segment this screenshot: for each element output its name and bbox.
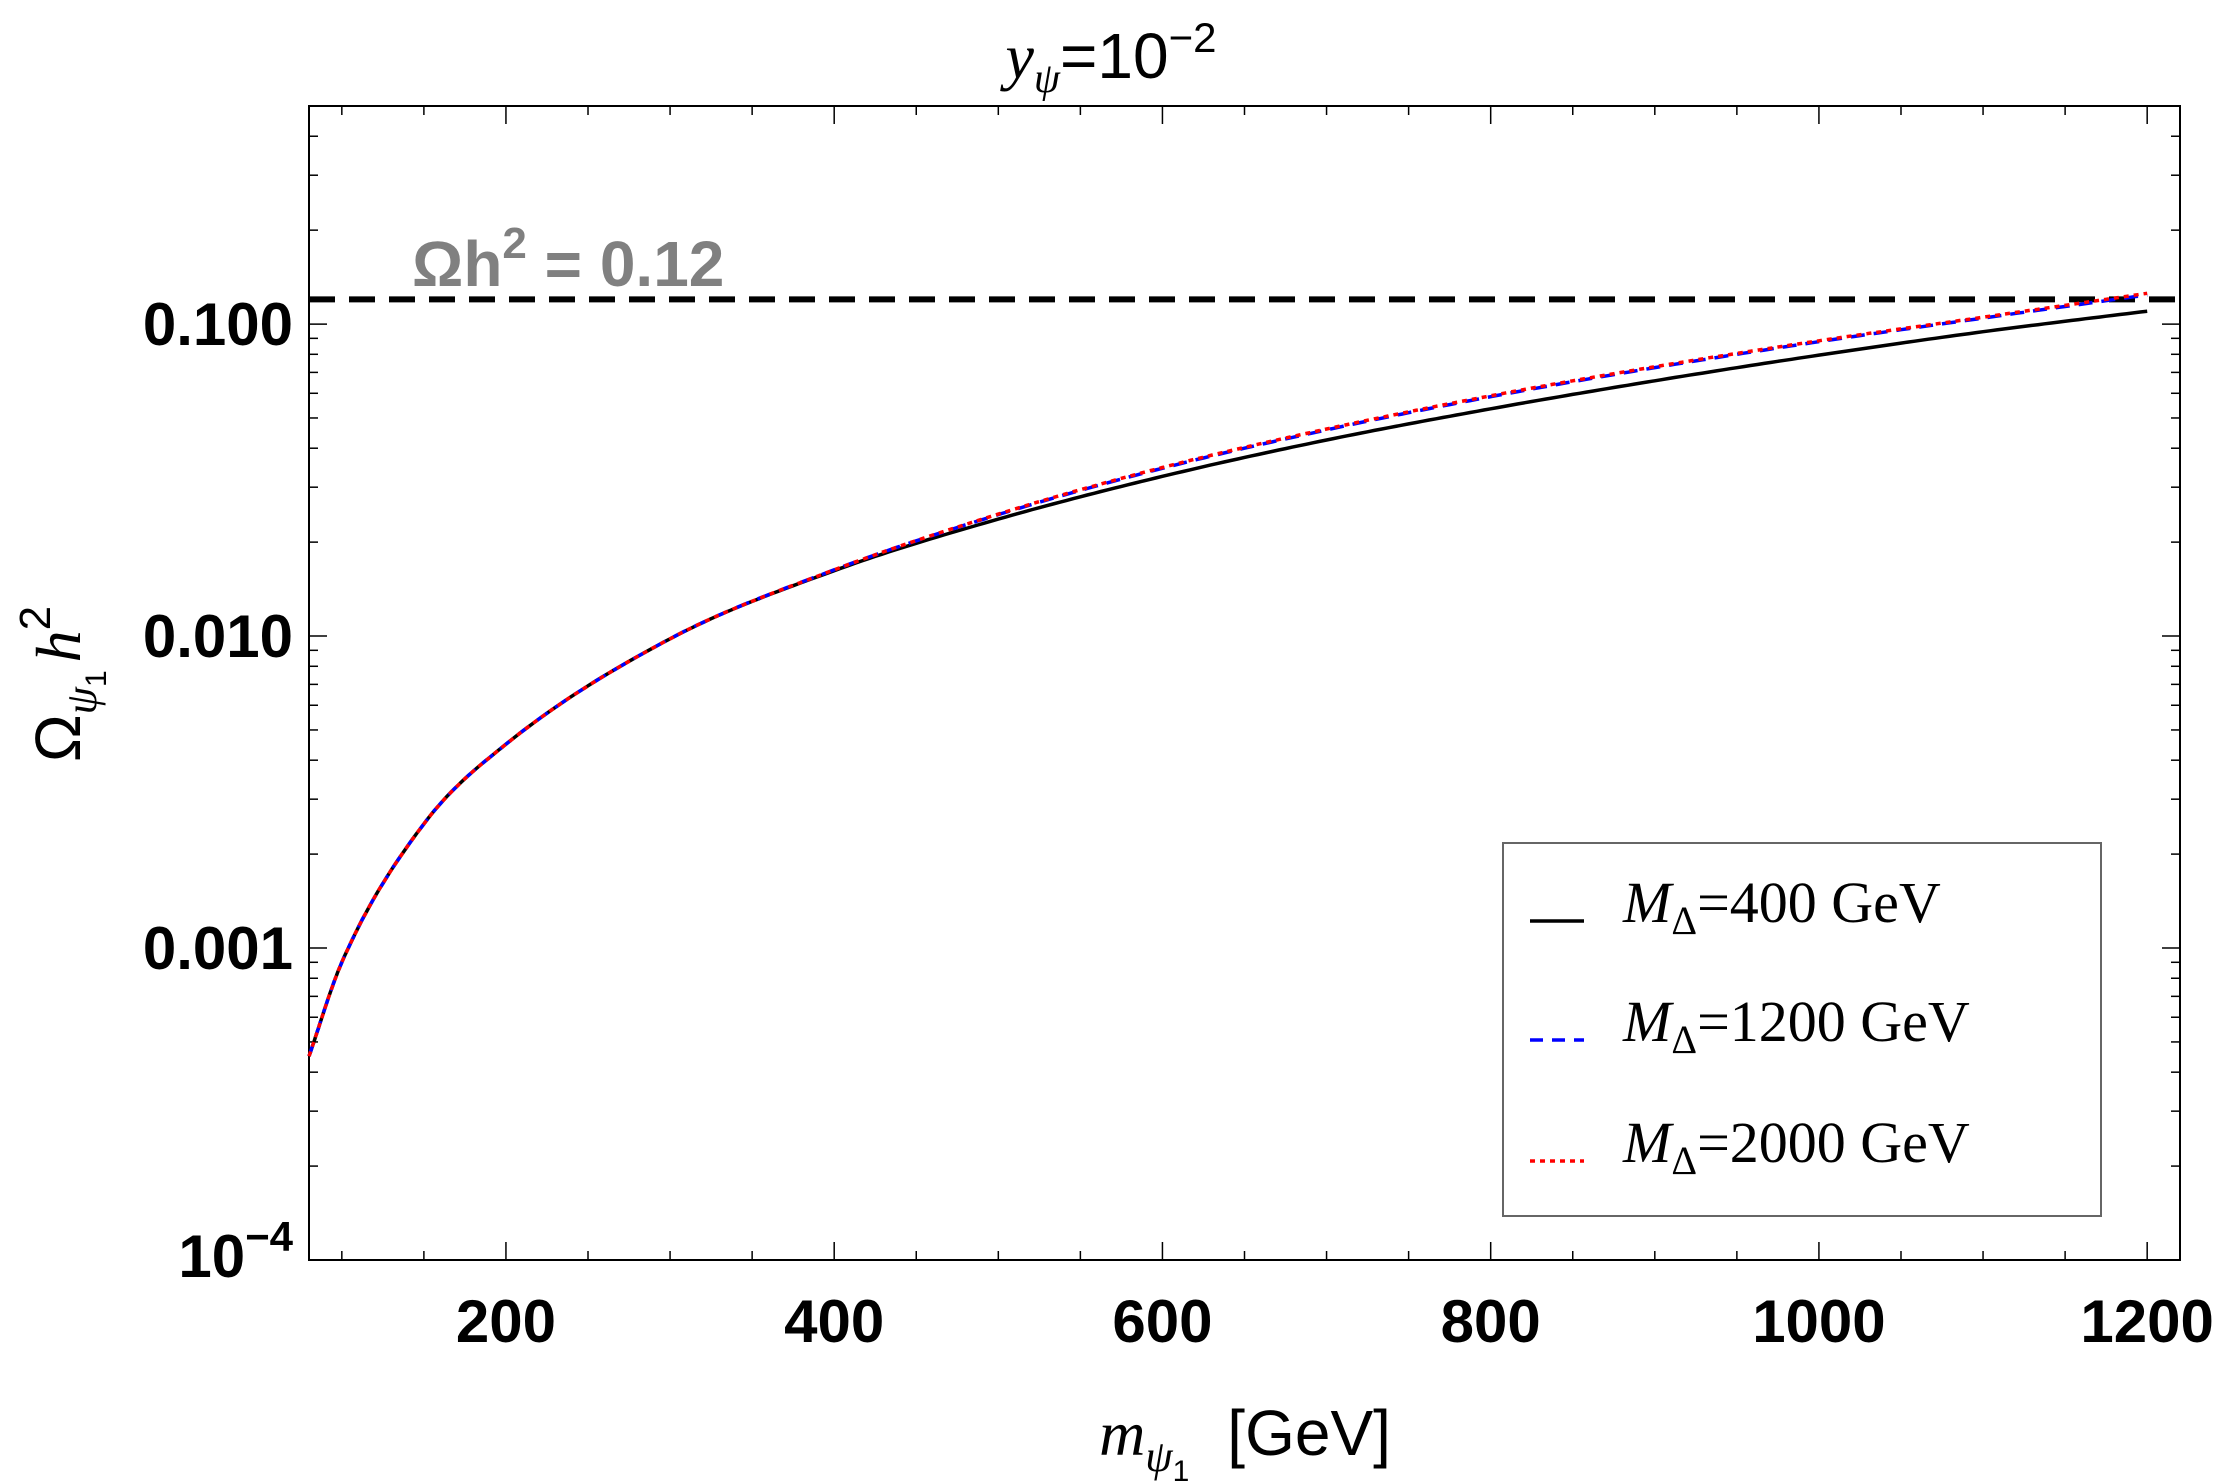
x-tick-label: 600 xyxy=(1112,1288,1212,1355)
y-tick-label: 0.010 xyxy=(143,603,293,670)
x-tick-labels: 200 400 600 800 1000 1200 xyxy=(456,1288,2214,1355)
series-group xyxy=(307,291,2148,1057)
reference-line-label: Ωh2 = 0.12 xyxy=(412,219,724,300)
legend-label-2000: MΔ=2000 GeV xyxy=(1622,1110,1970,1183)
legend-box xyxy=(1502,842,2102,1217)
legend: MΔ=400 GeV MΔ=1200 GeV MΔ=2000 GeV xyxy=(1502,842,2102,1217)
y-tick-labels: 10−4 0.001 0.010 0.100 xyxy=(143,291,294,1290)
x-tick-label: 400 xyxy=(784,1288,884,1355)
y-tick-label: 10−4 xyxy=(178,1213,293,1290)
y-axis-label: Ωψ1h2 xyxy=(11,606,113,762)
y-tick-label: 0.100 xyxy=(143,291,293,358)
legend-label-400: MΔ=400 GeV xyxy=(1622,870,1941,943)
x-tick-label: 800 xyxy=(1441,1288,1541,1355)
series-line-2 xyxy=(307,291,2148,1057)
axis-ticks xyxy=(309,105,2180,1261)
x-tick-label: 200 xyxy=(456,1288,556,1355)
y-tick-label: 0.001 xyxy=(143,915,293,982)
legend-label-1200: MΔ=1200 GeV xyxy=(1622,989,1970,1062)
x-tick-label: 1000 xyxy=(1752,1288,1885,1355)
chart-title: yψ=10−2 xyxy=(1000,14,1217,102)
x-axis-label: mψ1[GeV] xyxy=(1099,1397,1391,1481)
x-tick-label: 1200 xyxy=(2080,1288,2213,1355)
